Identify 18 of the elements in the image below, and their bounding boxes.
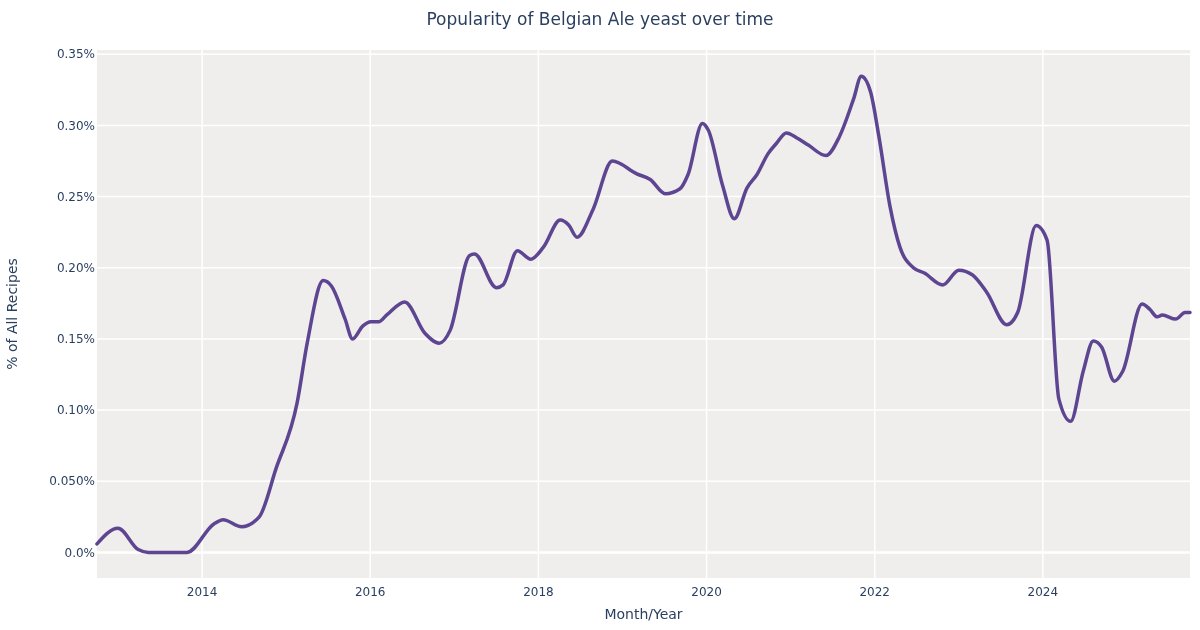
x-tick-label: 2018 xyxy=(523,585,554,599)
y-tick-label: 0.35% xyxy=(56,47,95,62)
x-tick-label: 2014 xyxy=(186,585,218,599)
y-tick-label: 0.10% xyxy=(56,403,95,418)
x-axis-title: Month/Year xyxy=(604,606,683,622)
x-tick-label: 2016 xyxy=(354,585,386,599)
x-tick-label: 2024 xyxy=(1027,585,1059,599)
y-tick-label: 0.25% xyxy=(56,189,95,204)
x-tick-label: 2022 xyxy=(859,585,890,599)
line-series xyxy=(95,74,1192,555)
y-tick-label: 0.050% xyxy=(49,474,95,489)
y-tick-label: 0.30% xyxy=(56,118,95,133)
x-tick-label: 2020 xyxy=(691,585,722,599)
y-tick-label: 0.20% xyxy=(56,260,95,275)
y-tick-label: 0.15% xyxy=(56,332,95,347)
y-tick-label: 0.0% xyxy=(64,545,95,560)
chart-title: Popularity of Belgian Ale yeast over time xyxy=(426,9,774,29)
y-axis-title: % of All Recipes xyxy=(4,258,20,370)
